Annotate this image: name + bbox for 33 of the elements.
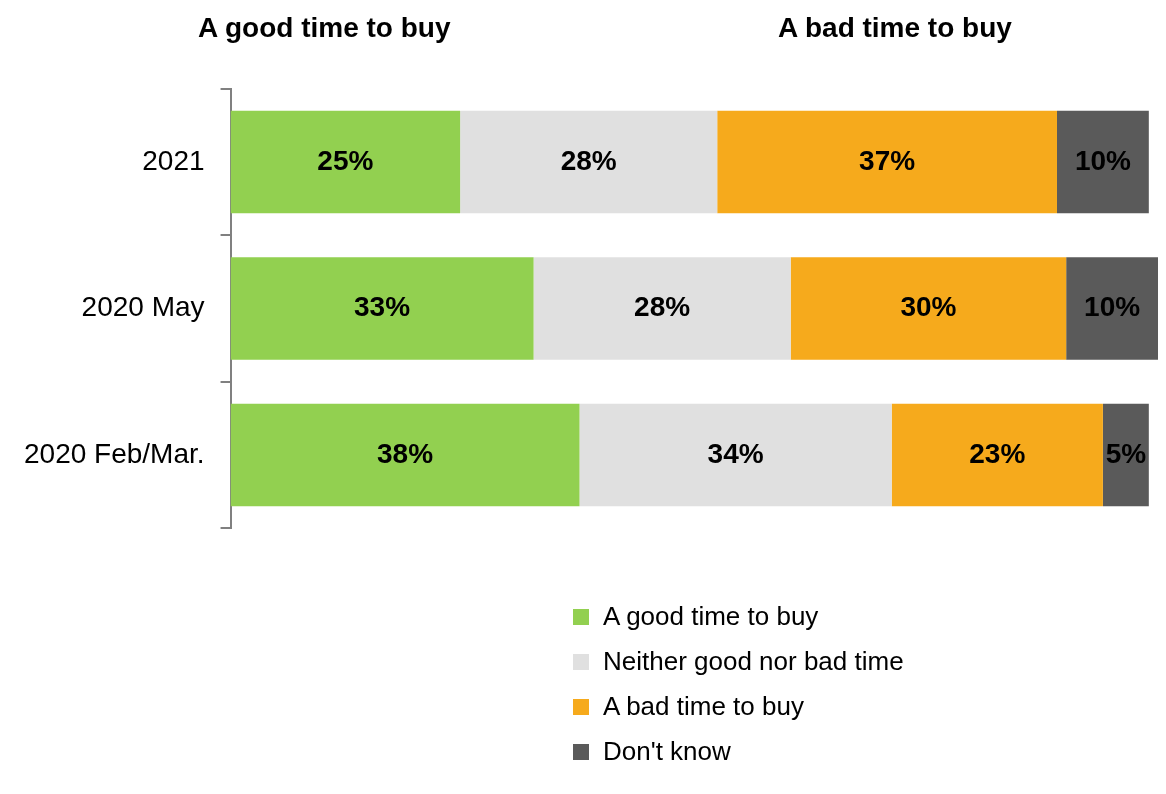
y-tick-label: 2020 Feb/Mar. — [23, 437, 205, 469]
bar — [230, 110, 461, 214]
data-label: 28% — [560, 144, 617, 176]
bar — [533, 257, 791, 360]
bar — [1056, 110, 1149, 214]
legend-label: A bad time to buy — [603, 691, 804, 722]
text: A bad time to buy — [778, 12, 1012, 44]
bar — [230, 257, 534, 360]
data-label: 10% — [1084, 291, 1141, 323]
bar — [579, 403, 892, 507]
data-label: 38% — [377, 437, 434, 469]
data-label: 25% — [317, 144, 374, 176]
data-label: 10% — [1074, 144, 1132, 176]
bar — [1102, 403, 1149, 507]
bar — [1066, 257, 1158, 360]
data-label: 5% — [1105, 437, 1147, 469]
bar — [790, 257, 1067, 360]
y-tick-label: 2020 May — [81, 291, 205, 323]
y-tick-label: 2021 — [142, 144, 205, 176]
text: A good time to buy — [198, 12, 451, 44]
data-label: 30% — [900, 291, 957, 323]
legend-label: A good time to buy — [603, 601, 819, 632]
data-label: 34% — [707, 437, 764, 469]
data-label: 28% — [634, 291, 691, 323]
bar — [717, 110, 1057, 214]
bar — [891, 403, 1103, 507]
legend-label: Don't know — [603, 736, 731, 767]
bar — [230, 403, 580, 507]
data-label: 23% — [969, 437, 1026, 469]
legend-label: Neither good nor bad time — [603, 646, 904, 677]
data-label: 37% — [859, 144, 916, 176]
bar — [460, 110, 718, 214]
data-label: 33% — [354, 291, 411, 323]
